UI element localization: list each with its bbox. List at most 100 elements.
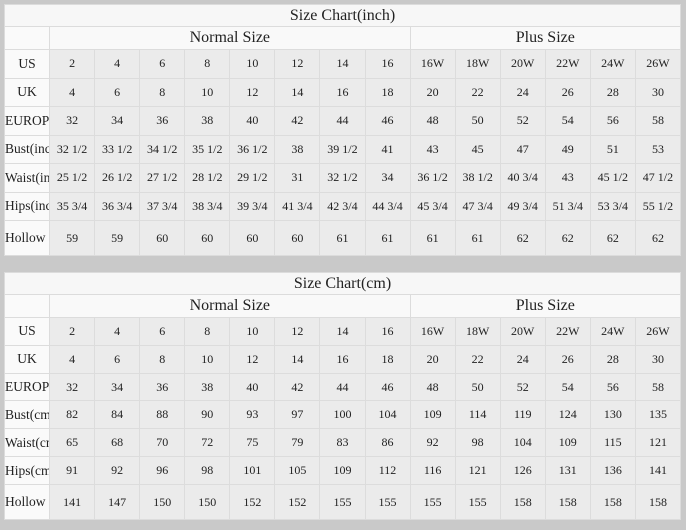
table-row: Waist(inch)25 1/226 1/227 1/228 1/229 1/…	[3, 163, 682, 193]
size-cell: 26W	[634, 49, 682, 79]
size-cell: 38 1/2	[454, 163, 501, 193]
size-cell: 147	[94, 484, 141, 520]
size-cell: 131	[544, 456, 591, 485]
row-label: Waist(cm)	[3, 428, 51, 458]
size-cell: 18W	[454, 49, 501, 79]
size-cell: 36	[139, 106, 186, 136]
size-cell: 40 3/4	[499, 163, 546, 193]
size-cell: 28	[589, 344, 636, 374]
size-cell: 61	[364, 220, 411, 256]
size-chart-cm: Size Chart(cm) Normal Size Plus Size US 2 4 6 8…	[3, 272, 682, 520]
size-cell: 41 3/4	[274, 191, 321, 221]
size-cell: 135	[634, 400, 682, 430]
size-cell: 116	[409, 456, 456, 485]
size-cell: 119	[499, 400, 546, 430]
size-cell: 109	[319, 456, 366, 485]
size-table: Size Chart(inch) Normal Size Plus Size US 2 4…	[3, 4, 682, 256]
size-cell: 20W	[499, 49, 546, 79]
size-cell: 20	[409, 77, 456, 107]
size-cell: 60	[184, 220, 231, 256]
size-cell: 50	[454, 372, 501, 402]
size-cell: 60	[274, 220, 321, 256]
size-cell: 93	[229, 400, 276, 430]
group-normal-size: Normal Size	[49, 294, 411, 318]
size-cell: 12	[229, 77, 276, 107]
size-cell: 101	[229, 456, 276, 485]
size-cell: 25 1/2	[49, 163, 96, 193]
size-cell: 62	[499, 220, 546, 256]
size-cell: 24	[499, 77, 546, 107]
size-cell: 28 1/2	[184, 163, 231, 193]
size-cell: 44	[319, 106, 366, 136]
size-cell: 38	[184, 106, 231, 136]
row-label: UK	[3, 344, 51, 374]
table-row: UK 4 6 8 10 12 14 16 18 20 22 24 26 28 30	[3, 344, 682, 374]
size-cell: 18	[364, 77, 411, 107]
size-cell: 30	[634, 77, 682, 107]
size-cell: 65	[49, 428, 96, 458]
size-cell: 62	[589, 220, 636, 256]
size-cell: 62	[544, 220, 591, 256]
size-cell: 18	[364, 344, 411, 374]
row-label: EUROPE	[3, 106, 51, 136]
size-cell: 6	[139, 49, 186, 79]
size-cell: 10	[229, 49, 276, 79]
size-cell: 32 1/2	[319, 163, 366, 193]
size-cell: 26 1/2	[94, 163, 141, 193]
size-cell: 26	[544, 77, 591, 107]
size-cell: 10	[229, 317, 276, 346]
size-cell: 8	[184, 49, 231, 79]
size-cell: 24	[499, 344, 546, 374]
size-cell: 43	[544, 163, 591, 193]
size-cell: 4	[94, 317, 141, 346]
table-row: Hollow to Floor(inch)5959606060606161616…	[3, 220, 682, 256]
size-cell: 36	[139, 372, 186, 402]
size-cell: 109	[544, 428, 591, 458]
size-cell: 10	[184, 344, 231, 374]
size-cell: 30	[634, 344, 682, 374]
size-cell: 70	[139, 428, 186, 458]
size-chart-inch: Size Chart(inch) Normal Size Plus Size US 2 4…	[3, 4, 682, 256]
size-cell: 38 3/4	[184, 191, 231, 221]
size-cell: 82	[49, 400, 96, 430]
table-row: Hips(cm)91929698101105109112116121126131…	[3, 456, 682, 485]
size-cell: 34	[94, 106, 141, 136]
size-cell: 6	[94, 77, 141, 107]
size-cell: 27 1/2	[139, 163, 186, 193]
size-cell: 98	[454, 428, 501, 458]
table-row: Bust(cm)82848890939710010410911411912413…	[3, 400, 682, 430]
table-row: Hips(inch)35 3/436 3/437 3/438 3/439 3/4…	[3, 191, 682, 221]
size-cell: 150	[139, 484, 186, 520]
size-cell: 33 1/2	[94, 134, 141, 164]
table-row: Waist(cm)6568707275798386929810410911512…	[3, 428, 682, 458]
size-cell: 45 3/4	[409, 191, 456, 221]
size-cell: 4	[49, 77, 96, 107]
size-cell: 16W	[409, 49, 456, 79]
size-cell: 52	[499, 372, 546, 402]
size-table: Size Chart(cm) Normal Size Plus Size US 2 4 6 8…	[3, 272, 682, 520]
size-cell: 97	[274, 400, 321, 430]
size-cell: 54	[544, 106, 591, 136]
size-cell: 152	[274, 484, 321, 520]
size-cell: 96	[139, 456, 186, 485]
size-cell: 84	[94, 400, 141, 430]
size-cell: 44	[319, 372, 366, 402]
size-cell: 58	[634, 372, 682, 402]
size-cell: 8	[139, 77, 186, 107]
size-cell: 16W	[409, 317, 456, 346]
size-cell: 48	[409, 106, 456, 136]
size-cell: 98	[184, 456, 231, 485]
size-cell: 36 3/4	[94, 191, 141, 221]
size-cell: 22	[454, 77, 501, 107]
size-cell: 12	[229, 344, 276, 374]
size-cell: 56	[589, 106, 636, 136]
table-row: US 2 4 6 8 10 12 14 16 16W 18W 20W 22W 24W 26W	[3, 317, 682, 346]
size-cell: 152	[229, 484, 276, 520]
row-label: Waist(inch)	[3, 163, 51, 193]
size-cell: 32 1/2	[49, 134, 96, 164]
size-cell: 158	[544, 484, 591, 520]
size-cell: 60	[139, 220, 186, 256]
size-cell: 58	[634, 106, 682, 136]
size-cell: 26	[544, 344, 591, 374]
size-cell: 51 3/4	[544, 191, 591, 221]
